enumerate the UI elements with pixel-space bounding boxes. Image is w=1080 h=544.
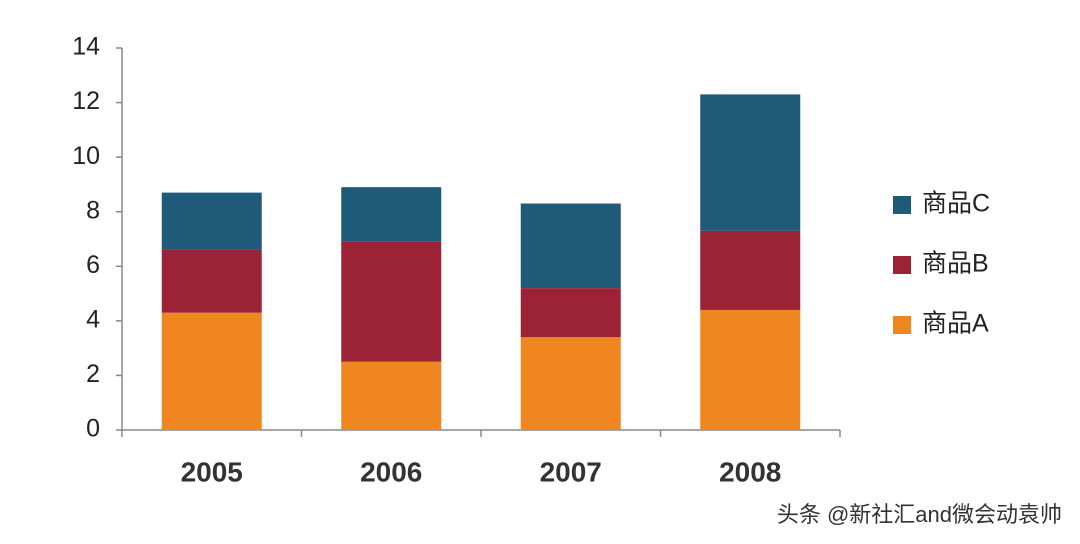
bar-segment (161, 249, 262, 313)
x-tick-label: 2007 (540, 456, 602, 487)
bar-segment (700, 94, 801, 231)
bar-segment (520, 337, 621, 430)
x-tick-label: 2008 (719, 456, 781, 487)
bar-segment (161, 192, 262, 250)
bar-segment (341, 187, 442, 242)
bar-segment (700, 309, 801, 430)
y-tick-label: 0 (86, 415, 100, 443)
bar-segment (161, 312, 262, 430)
x-tick-label: 2006 (360, 456, 422, 487)
legend-swatch (893, 196, 911, 214)
bar-segment (520, 288, 621, 338)
bar-segment (700, 230, 801, 310)
watermark: 头条 @新社汇and微会动袁帅 (777, 502, 1062, 527)
x-tick-label: 2005 (181, 456, 243, 487)
legend-label: 商品A (922, 310, 989, 338)
y-tick-label: 10 (72, 142, 100, 170)
bar-segment (341, 241, 442, 362)
legend-label: 商品B (922, 250, 989, 278)
legend-label: 商品C (922, 190, 990, 218)
bar-segment (341, 361, 442, 430)
legend-swatch (893, 316, 911, 334)
y-tick-label: 8 (86, 196, 100, 224)
y-tick-label: 4 (86, 305, 100, 333)
legend-swatch (893, 256, 911, 274)
y-tick-label: 2 (86, 360, 100, 388)
y-tick-label: 12 (72, 87, 100, 115)
bar-segment (520, 203, 621, 289)
y-tick-label: 6 (86, 251, 100, 279)
y-tick-label: 14 (72, 33, 100, 61)
